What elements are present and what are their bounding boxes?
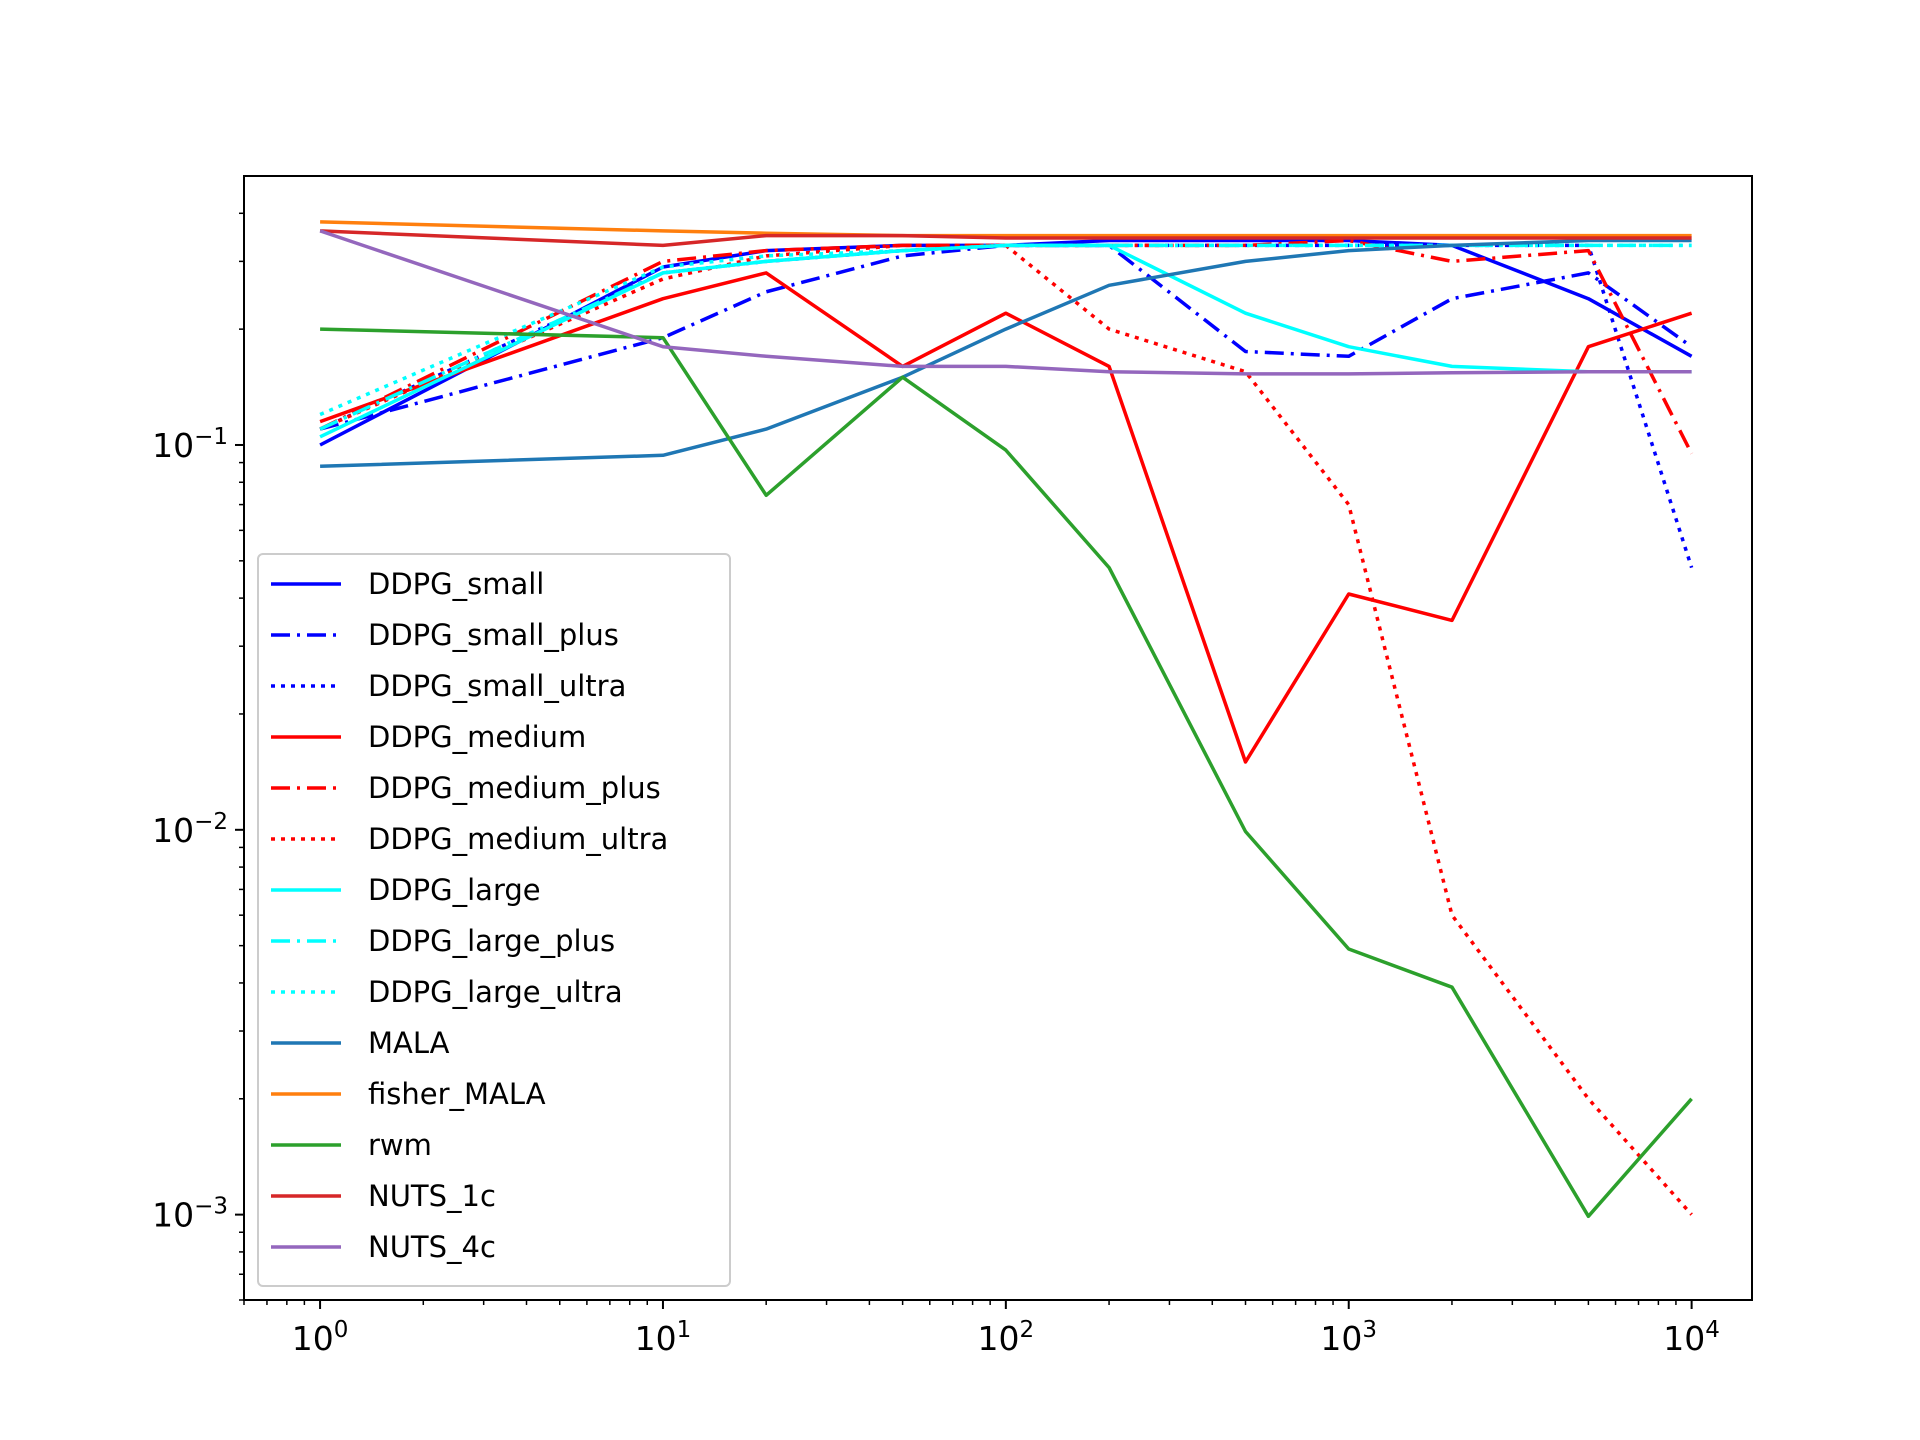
legend-label: DDPG_large_plus bbox=[368, 924, 615, 958]
legend-label: DDPG_small_plus bbox=[368, 618, 619, 652]
legend-label: fisher_MALA bbox=[368, 1077, 546, 1111]
legend-label: NUTS_1c bbox=[368, 1179, 496, 1213]
series-line-DDPG_large_plus bbox=[319, 243, 1692, 431]
y-tick-label-base: 10 bbox=[152, 1196, 194, 1235]
legend-box bbox=[257, 553, 731, 1287]
plot-frame bbox=[243, 175, 1753, 1301]
y-tick-label: 10−3 bbox=[152, 1194, 228, 1235]
x-tick-label-base: 10 bbox=[1320, 1319, 1362, 1358]
x-tick-label: 103 bbox=[1320, 1317, 1377, 1358]
series-line-NUTS_4c bbox=[319, 229, 1692, 376]
legend-label: NUTS_4c bbox=[368, 1230, 496, 1264]
legend-label: DDPG_small_ultra bbox=[368, 669, 626, 703]
series-line-NUTS_1c bbox=[320, 229, 1692, 248]
x-tick-label: 100 bbox=[292, 1317, 349, 1358]
series-line-DDPG_medium_ultra bbox=[319, 243, 1693, 1216]
y-tick-label-exponent: −3 bbox=[194, 1194, 228, 1220]
x-tick-label-base: 10 bbox=[1663, 1319, 1705, 1358]
legend-label: DDPG_medium_ultra bbox=[368, 822, 668, 856]
x-tick-label-exponent: 3 bbox=[1362, 1317, 1377, 1343]
legend-label: DDPG_large bbox=[368, 873, 541, 907]
y-tick-label-exponent: −2 bbox=[194, 809, 228, 835]
legend-label: DDPG_medium_plus bbox=[368, 771, 661, 805]
series-line-DDPG_small bbox=[319, 238, 1693, 447]
y-axis: 10−310−210−1 bbox=[152, 212, 244, 1301]
y-tick-label-base: 10 bbox=[152, 426, 194, 465]
y-tick-label-base: 10 bbox=[152, 811, 194, 850]
y-tick-label: 10−1 bbox=[152, 424, 228, 465]
x-tick-label: 102 bbox=[978, 1317, 1035, 1358]
legend-label: rwm bbox=[368, 1128, 432, 1162]
x-tick-label-base: 10 bbox=[978, 1319, 1020, 1358]
series-line-rwm bbox=[320, 327, 1693, 1219]
x-tick-label-base: 10 bbox=[292, 1319, 334, 1358]
y-tick-label-exponent: −1 bbox=[194, 424, 228, 450]
legend-label: DDPG_large_ultra bbox=[368, 975, 623, 1009]
x-tick-label: 104 bbox=[1663, 1317, 1720, 1358]
x-tick-label-exponent: 1 bbox=[677, 1317, 692, 1343]
x-tick-label-exponent: 2 bbox=[1020, 1317, 1035, 1343]
legend-label: DDPG_medium bbox=[368, 720, 586, 754]
x-tick-label-base: 10 bbox=[635, 1319, 677, 1358]
legend: DDPG_small DDPG_small_plus DDPG_small_ultr… bbox=[257, 553, 731, 1287]
y-tick-label: 10−2 bbox=[152, 809, 228, 850]
legend-label: MALA bbox=[368, 1026, 450, 1060]
x-tick-label: 101 bbox=[635, 1317, 692, 1358]
x-tick-label-exponent: 0 bbox=[334, 1317, 349, 1343]
legend-label: DDPG_small bbox=[368, 567, 544, 601]
series-layer bbox=[319, 220, 1694, 1219]
x-axis: 100 101 102 103 104 bbox=[243, 1300, 1720, 1358]
series-line-DDPG_medium bbox=[319, 271, 1693, 764]
series-line-DDPG_large_ultra bbox=[319, 243, 1692, 417]
x-tick-label-exponent: 4 bbox=[1705, 1317, 1720, 1343]
series-line-MALA bbox=[320, 238, 1692, 469]
series-line-fisher_MALA bbox=[320, 220, 1692, 238]
